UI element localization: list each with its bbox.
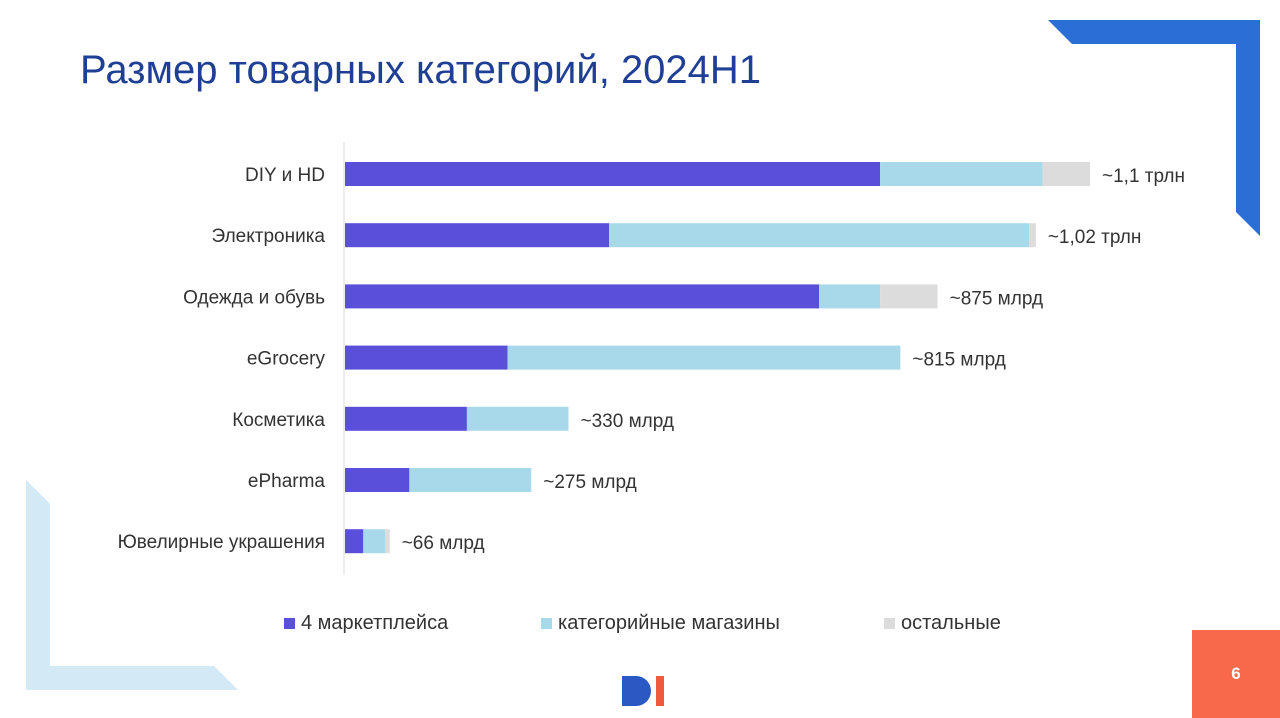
chart-legend: 4 маркетплейса категорийные магазины ост… bbox=[0, 612, 1280, 636]
bar-segment-series-0 bbox=[345, 345, 508, 370]
data-label: ~1,1 трлн bbox=[1102, 166, 1185, 187]
legend-item-marketplaces: 4 маркетплейса bbox=[284, 612, 448, 635]
bar-segment-series-2 bbox=[1029, 223, 1036, 248]
legend-swatch-category-stores bbox=[541, 618, 552, 629]
data-label: ~1,02 трлн bbox=[1048, 227, 1142, 248]
page-number: 6 bbox=[1231, 664, 1241, 683]
category-label: Косметика bbox=[232, 410, 325, 431]
legend-label-marketplaces: 4 маркетплейса bbox=[301, 612, 449, 634]
data-label: ~66 млрд bbox=[402, 533, 485, 554]
bar-segment-series-0 bbox=[345, 529, 364, 554]
di-logo bbox=[622, 676, 664, 706]
legend-item-others: остальные bbox=[884, 612, 1001, 635]
bar-segment-series-1 bbox=[819, 284, 881, 309]
bar-segment-series-0 bbox=[345, 162, 881, 186]
logo-letter-i bbox=[656, 676, 664, 706]
bar-segment-series-1 bbox=[363, 529, 385, 554]
bar-segment-series-2 bbox=[1042, 162, 1090, 186]
data-label: ~275 млрд bbox=[543, 472, 636, 493]
data-label: ~330 млрд bbox=[581, 411, 674, 432]
blue-corner-frame bbox=[1048, 20, 1260, 236]
legend-item-category-stores: категорийные магазины bbox=[541, 612, 780, 635]
category-label: Ювелирные украшения bbox=[118, 532, 325, 553]
data-label: ~815 млрд bbox=[912, 350, 1005, 371]
category-label: Одежда и обувь bbox=[183, 287, 325, 308]
bar-segment-series-1 bbox=[466, 406, 569, 431]
legend-label-others: остальные bbox=[901, 612, 1001, 634]
bar-segment-series-0 bbox=[345, 223, 610, 248]
bar-segment-series-0 bbox=[345, 468, 410, 492]
bar-segment-series-2 bbox=[880, 284, 938, 309]
category-label: Электроника bbox=[212, 226, 326, 247]
page-number-badge: 6 bbox=[1192, 630, 1280, 718]
bar-segment-series-1 bbox=[507, 345, 901, 370]
legend-label-category-stores: категорийные магазины bbox=[558, 612, 780, 634]
legend-swatch-marketplaces bbox=[284, 618, 295, 629]
bar-segment-series-0 bbox=[345, 406, 467, 431]
bar-segment-series-2 bbox=[384, 529, 390, 554]
bar-segment-series-1 bbox=[880, 162, 1043, 186]
bar-segment-series-1 bbox=[409, 468, 532, 492]
page-title: Размер товарных категорий, 2024H1 bbox=[80, 48, 762, 92]
light-blue-corner-frame bbox=[26, 480, 238, 690]
legend-swatch-others bbox=[884, 618, 895, 629]
bar-segment-series-1 bbox=[609, 223, 1030, 248]
logo-letter-d bbox=[622, 676, 651, 706]
category-label: eGrocery bbox=[247, 349, 326, 370]
bar-segment-series-0 bbox=[345, 284, 820, 309]
category-label: ePharma bbox=[248, 471, 326, 492]
category-label: DIY и HD bbox=[245, 165, 325, 186]
data-label: ~875 млрд bbox=[950, 288, 1043, 309]
